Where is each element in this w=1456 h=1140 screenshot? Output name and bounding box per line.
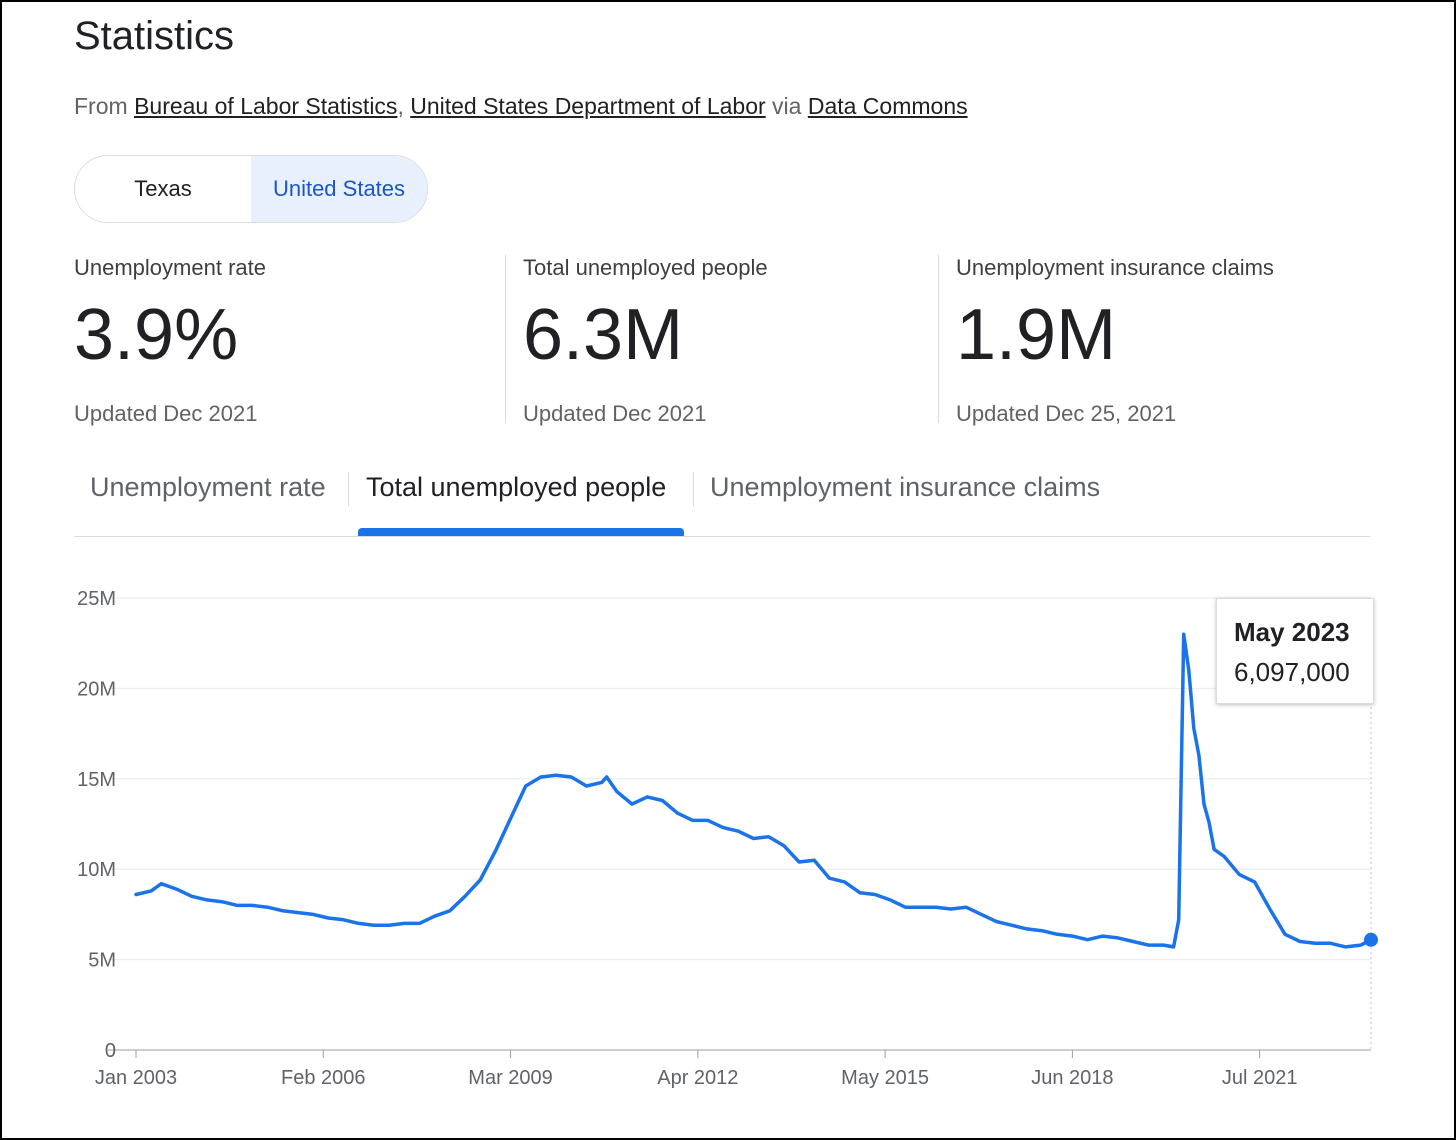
stat-label: Total unemployed people — [523, 255, 768, 280]
source-link-dol[interactable]: United States Department of Labor — [410, 93, 766, 119]
page-title: Statistics — [74, 14, 235, 58]
region-option-texas[interactable]: Texas — [75, 156, 251, 222]
stat-card-unemployment-rate: Unemployment rate 3.9% Updated Dec 2021 — [74, 255, 266, 427]
y-tick-label: 20M — [77, 678, 116, 700]
tab-unemployment-insurance-claims[interactable]: Unemployment insurance claims — [710, 472, 1101, 502]
region-toggle: Texas United States — [74, 155, 428, 223]
metric-tabs: Unemployment rate Total unemployed peopl… — [74, 462, 1370, 537]
stat-value: 3.9% — [74, 295, 239, 375]
x-tick-label: May 2015 — [841, 1067, 929, 1089]
tab-total-unemployed-people[interactable]: Total unemployed people — [366, 472, 667, 502]
region-option-united-states[interactable]: United States — [251, 156, 427, 222]
stat-card-total-unemployed: Total unemployed people 6.3M Updated Dec… — [505, 255, 768, 427]
stat-divider — [505, 255, 506, 423]
stat-label: Unemployment rate — [74, 255, 266, 280]
y-tick-label: 10M — [77, 859, 116, 881]
y-tick-label: 15M — [77, 769, 116, 791]
source-link-bls[interactable]: Bureau of Labor Statistics — [134, 93, 398, 119]
active-tab-indicator — [358, 528, 684, 536]
stat-updated: Updated Dec 2021 — [523, 401, 707, 426]
x-tick-label: Apr 2012 — [657, 1067, 738, 1089]
source-link-data-commons[interactable]: Data Commons — [807, 93, 968, 119]
chart-tooltip: May 2023 6,097,000 — [1216, 598, 1374, 704]
stat-divider — [938, 255, 939, 423]
source-prefix: From — [74, 93, 128, 119]
x-tick-label: Mar 2009 — [468, 1067, 553, 1089]
stat-updated: Updated Dec 2021 — [74, 401, 258, 426]
source-separator: , — [397, 93, 404, 119]
highlight-point — [1364, 932, 1378, 947]
source-via: via — [772, 93, 802, 119]
tooltip-value: 6,097,000 — [1234, 657, 1350, 687]
series-line — [134, 632, 1373, 949]
x-tick-label: Feb 2006 — [281, 1067, 366, 1089]
y-tick-label: 0 — [105, 1040, 116, 1062]
x-tick-label: Jul 2021 — [1222, 1067, 1298, 1089]
unemployed-line-chart[interactable]: 0 5M 10M 15M 20M 25M Jan 2003 Feb 2006 Mar 2009 A… — [0, 570, 1456, 1100]
y-tick-label: 25M — [77, 588, 116, 610]
stat-value: 6.3M — [523, 295, 684, 375]
tab-separator — [348, 472, 349, 506]
stat-card-insurance-claims: Unemployment insurance claims 1.9M Updat… — [938, 255, 1274, 427]
y-tick-label: 5M — [88, 950, 116, 972]
tab-separator — [693, 472, 694, 506]
x-tick-label: Jun 2018 — [1031, 1067, 1113, 1089]
x-tick-label: Jan 2003 — [95, 1067, 177, 1089]
stat-value: 1.9M — [956, 295, 1117, 375]
source-line: From Bureau of Labor Statistics, United … — [74, 93, 968, 120]
stat-updated: Updated Dec 25, 2021 — [956, 401, 1177, 426]
tab-unemployment-rate[interactable]: Unemployment rate — [90, 472, 326, 502]
stat-label: Unemployment insurance claims — [956, 255, 1274, 280]
tooltip-date: May 2023 — [1234, 617, 1350, 647]
